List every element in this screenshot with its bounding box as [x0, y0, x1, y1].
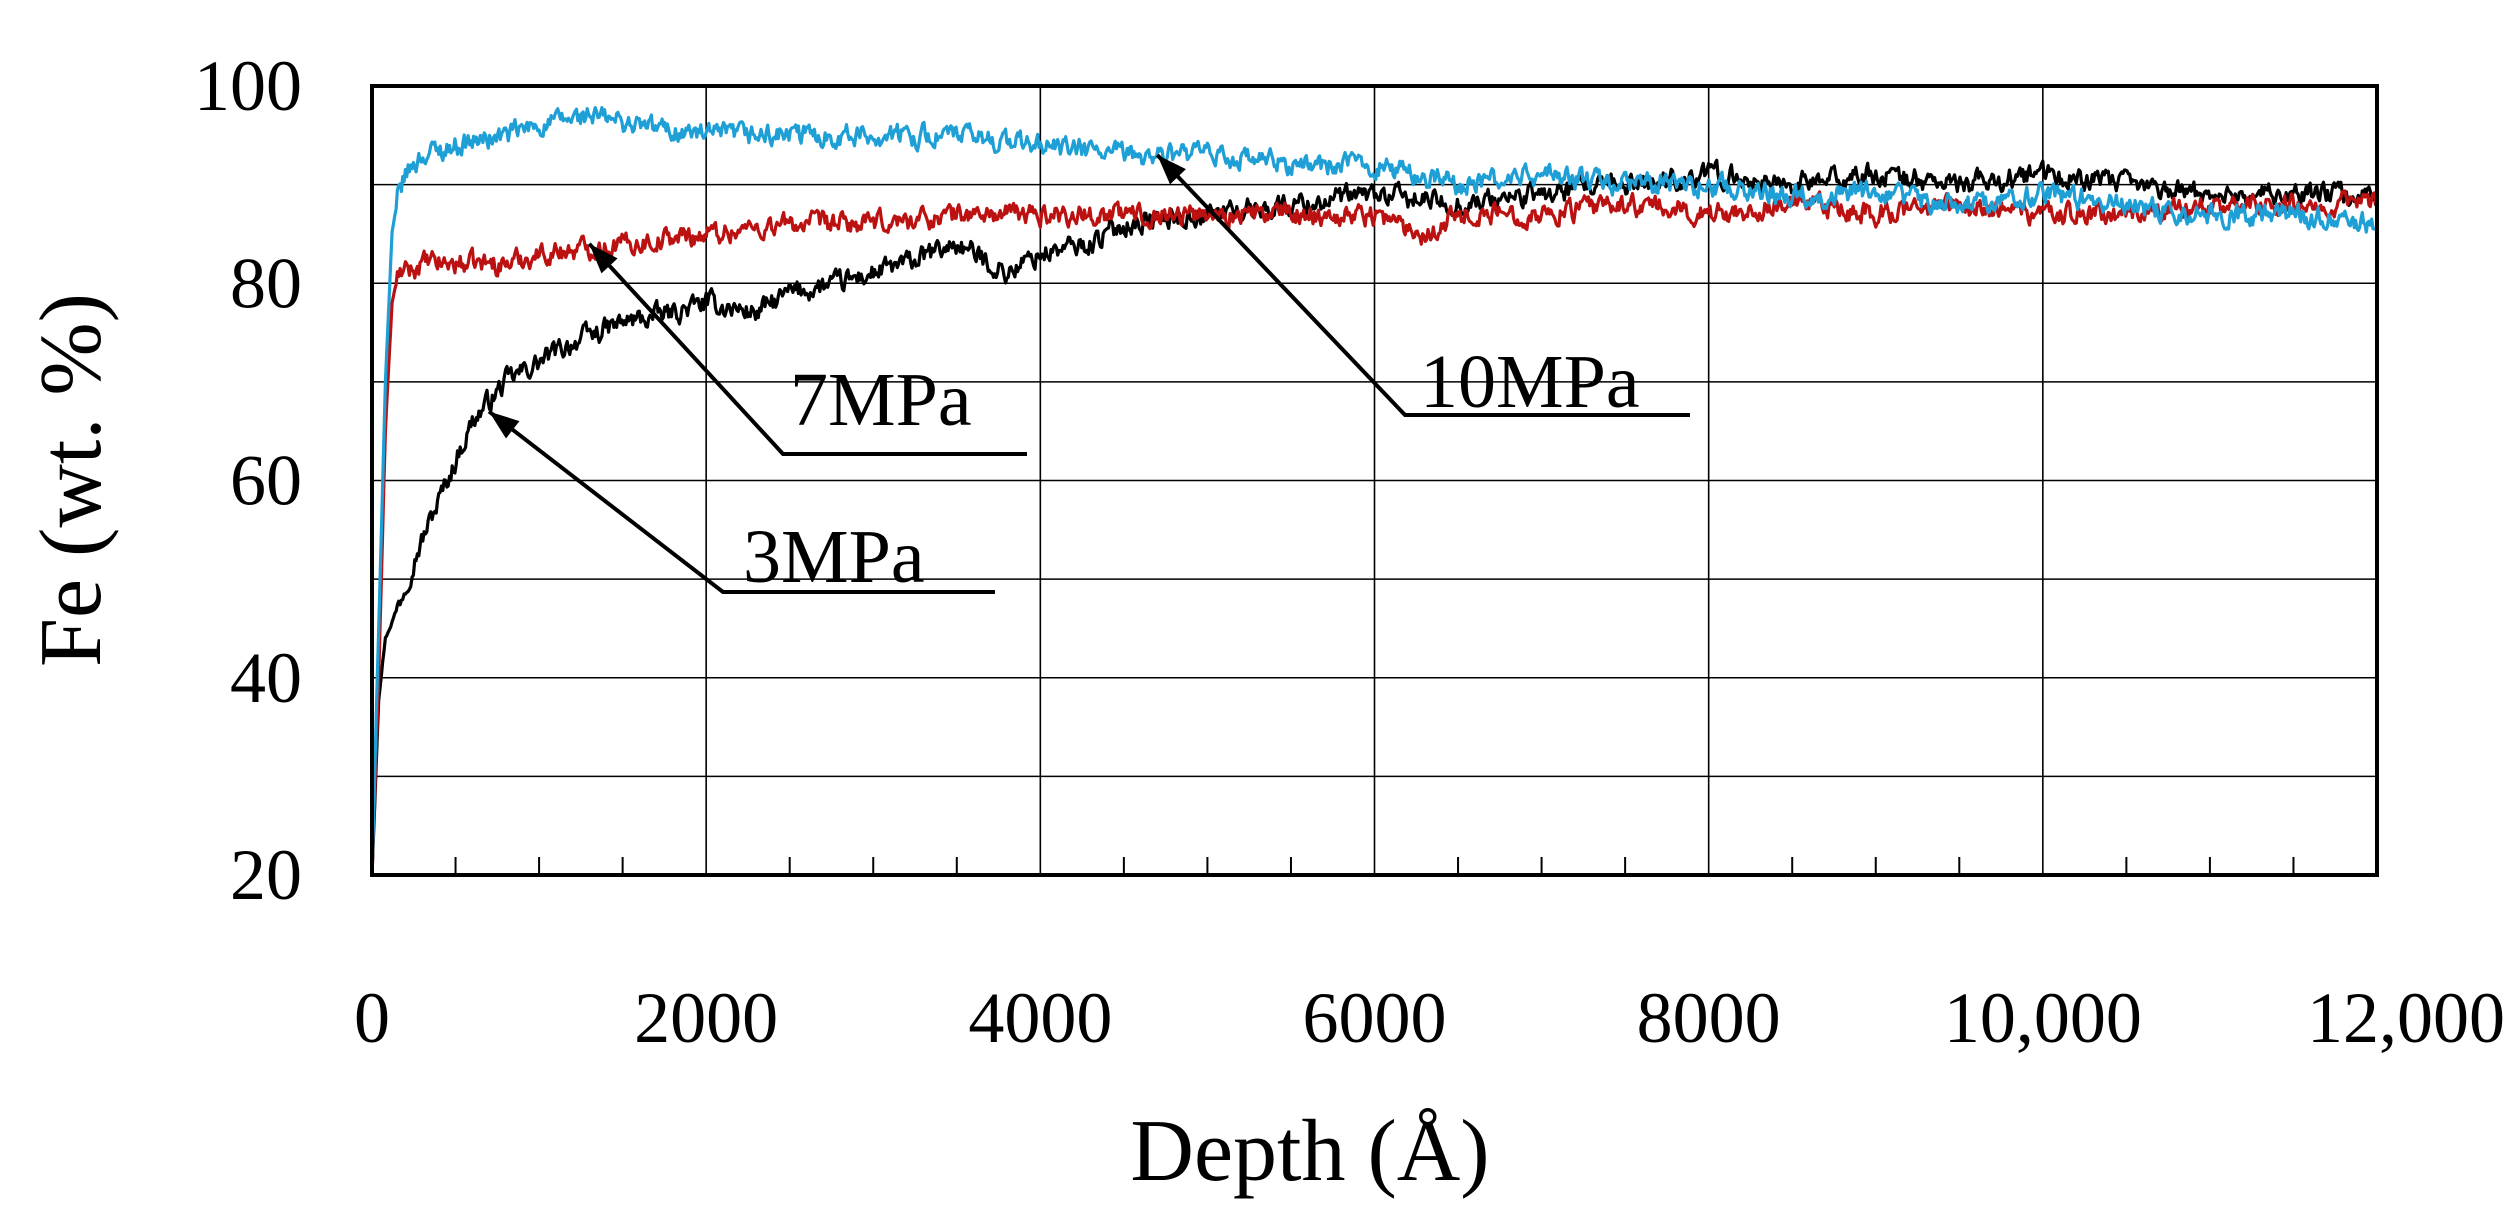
- series-line-10mpa: [372, 106, 2377, 875]
- y-tick-label: 60: [230, 441, 302, 521]
- x-tick-label: 0: [354, 978, 390, 1058]
- annotation-arrowhead: [488, 411, 520, 439]
- annotation-label-7mpa: 7MPa: [790, 358, 972, 442]
- y-axis-title: Fe (wt. %): [23, 293, 120, 667]
- x-tick-label: 6000: [1303, 978, 1447, 1058]
- x-tick-label: 12,000: [2307, 978, 2505, 1058]
- y-tick-label: 20: [230, 835, 302, 915]
- plot-frame: [370, 84, 2379, 877]
- annotation-label-3mpa: 3MPa: [743, 515, 925, 599]
- annotation-leader-3mpa: [487, 409, 995, 594]
- y-tick-label: 80: [230, 243, 302, 323]
- x-tick-label: 10,000: [1944, 978, 2142, 1058]
- annotations: 3MPa 7MPa 10MPa: [487, 153, 1690, 599]
- series-line-7mpa: [372, 189, 2377, 875]
- minor-ticks: [454, 857, 2295, 875]
- x-tick-label: 2000: [634, 978, 778, 1058]
- tick-labels: 20 40 60 80 100 0 2000 4000 6000 8000 10,000 12,000: [194, 46, 2505, 1058]
- annotation-leader-10mpa: [1155, 153, 1690, 417]
- x-tick-label: 4000: [968, 978, 1112, 1058]
- annotation-arrowhead: [1157, 155, 1186, 185]
- y-tick-label: 100: [194, 46, 302, 126]
- x-tick-label: 8000: [1637, 978, 1781, 1058]
- series-group: [372, 106, 2377, 875]
- x-axis-title: Depth (Å): [1130, 1103, 1489, 1200]
- annotation-leader-7mpa: [587, 242, 1027, 456]
- annotation-arrowhead: [589, 243, 618, 274]
- series-line-3mpa: [372, 158, 2377, 875]
- annotation-label-10mpa: 10MPa: [1420, 340, 1640, 424]
- y-tick-label: 40: [230, 638, 302, 718]
